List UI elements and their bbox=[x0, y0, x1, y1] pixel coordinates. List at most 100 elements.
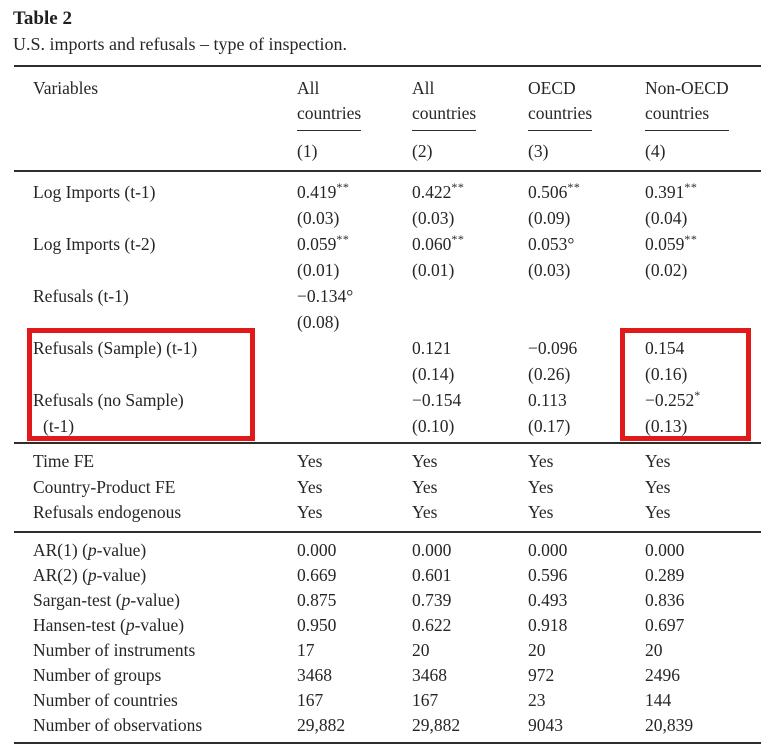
label-pre: Hansen-test ( bbox=[33, 614, 126, 635]
row-label: Refusals endogenous bbox=[33, 502, 182, 522]
cell-se: (0.08) bbox=[297, 312, 340, 332]
cell-se: (0.03) bbox=[297, 208, 340, 228]
coef-text: 0.422 bbox=[412, 182, 452, 202]
cell-value: 0.060** bbox=[412, 231, 528, 257]
cell-value: 0.419** bbox=[297, 179, 412, 205]
table-title: Table 2 bbox=[13, 8, 72, 29]
column-name-line1: Non-OECD bbox=[645, 78, 729, 98]
cell-value: 9043 bbox=[528, 714, 563, 735]
row-label: Refusals (Sample) (t-1) bbox=[33, 338, 198, 358]
cell-value: 0.059** bbox=[645, 231, 761, 257]
row-label: Hansen-test (p-value) bbox=[33, 613, 297, 638]
cell-value: Yes bbox=[645, 502, 671, 522]
column-name-line2: countries bbox=[528, 103, 593, 123]
statistics-section: AR(1) (p-value) 0.000 0.000 0.000 0.000 … bbox=[33, 533, 761, 742]
cell-se: (0.17) bbox=[528, 416, 571, 436]
column-name-line2: countries bbox=[645, 103, 710, 123]
cell-value: 29,882 bbox=[297, 714, 346, 735]
cell-se: (0.13) bbox=[645, 416, 688, 436]
cell-value: Yes bbox=[297, 451, 323, 471]
row-label: Number of countries bbox=[33, 688, 297, 713]
cell-value bbox=[645, 283, 761, 309]
cell-value: −0.252* bbox=[645, 387, 761, 413]
coefficients-section: Log Imports (t-1) 0.419** 0.422** 0.506*… bbox=[33, 172, 761, 442]
cell-value: 0.121 bbox=[412, 335, 528, 361]
column-name-line1: All bbox=[412, 78, 435, 98]
cell-se: (0.26) bbox=[528, 364, 571, 384]
row-label: Refusals (no Sample) bbox=[33, 390, 184, 410]
cell-value: 17 bbox=[297, 639, 315, 660]
cell-se: (0.16) bbox=[645, 364, 688, 384]
coef-text: 0.419 bbox=[297, 182, 337, 202]
column-name: Non-OECD countries bbox=[645, 76, 729, 131]
cell-value bbox=[528, 283, 645, 309]
column-number: (4) bbox=[645, 141, 666, 161]
cell-value: 3468 bbox=[297, 664, 332, 685]
significance-marker: ** bbox=[451, 180, 465, 195]
cell-se: (0.04) bbox=[645, 208, 688, 228]
cell-value: −0.096 bbox=[528, 335, 645, 361]
column-header-variables: Variables bbox=[33, 78, 99, 98]
column-name: All countries bbox=[412, 76, 477, 131]
cell-se: (0.03) bbox=[412, 208, 455, 228]
row-label: Sargan-test (p-value) bbox=[33, 588, 297, 613]
cell-value: 0.697 bbox=[645, 614, 685, 635]
cell-value: Yes bbox=[645, 451, 671, 471]
row-label-cont bbox=[33, 361, 297, 387]
label-post: -value) bbox=[130, 589, 180, 610]
column-header-3: OECD countries (3) bbox=[528, 76, 645, 164]
cell-value: 0.000 bbox=[412, 539, 452, 560]
row-label: Refusals (t-1) bbox=[33, 286, 129, 306]
divider-fe bbox=[14, 442, 761, 444]
significance-marker: ** bbox=[684, 232, 698, 247]
column-header-4: Non-OECD countries (4) bbox=[645, 76, 761, 164]
cell-value: 0.000 bbox=[645, 539, 685, 560]
coef-text: 0.391 bbox=[645, 182, 685, 202]
cell-value: 0.918 bbox=[528, 614, 568, 635]
label-pre: Number of instruments bbox=[33, 639, 196, 660]
cell-value: 0.154 bbox=[645, 335, 761, 361]
cell-value: Yes bbox=[528, 502, 554, 522]
label-pre: Number of countries bbox=[33, 689, 178, 710]
row-label: Log Imports (t-2) bbox=[33, 234, 156, 254]
cell-se bbox=[297, 413, 412, 439]
row-label: Number of groups bbox=[33, 663, 297, 688]
cell-value: 0.506** bbox=[528, 179, 645, 205]
cell-value: 167 bbox=[412, 689, 439, 710]
column-number: (2) bbox=[412, 141, 433, 161]
coef-text: 0.059 bbox=[297, 234, 337, 254]
cell-se: (0.01) bbox=[297, 260, 340, 280]
cell-value: 0.950 bbox=[297, 614, 337, 635]
column-name-line1: All bbox=[297, 78, 320, 98]
cell-value: 0.836 bbox=[645, 589, 685, 610]
row-label: Log Imports (t-1) bbox=[33, 182, 156, 202]
label-post: -value) bbox=[96, 564, 147, 585]
cell-value bbox=[297, 387, 412, 413]
row-label: Number of instruments bbox=[33, 638, 297, 663]
cell-value: 20 bbox=[645, 639, 663, 660]
cell-value: 29,882 bbox=[412, 714, 461, 735]
significance-marker: ** bbox=[684, 180, 698, 195]
cell-value: Yes bbox=[412, 451, 438, 471]
label-post: -value) bbox=[134, 614, 185, 635]
cell-value: 167 bbox=[297, 689, 324, 710]
cell-value: 2496 bbox=[645, 664, 680, 685]
label-pre: AR(1) ( bbox=[33, 539, 88, 560]
column-number: (1) bbox=[297, 141, 318, 161]
cell-value: Yes bbox=[297, 476, 323, 497]
significance-marker: ** bbox=[451, 232, 465, 247]
significance-marker: ** bbox=[336, 180, 350, 195]
cell-value: 0.053° bbox=[528, 231, 645, 257]
divider-bottom bbox=[14, 741, 761, 744]
label-italic: p bbox=[87, 539, 97, 560]
cell-se bbox=[412, 309, 528, 335]
cell-value: 0.622 bbox=[412, 614, 452, 635]
row-label: AR(2) (p-value) bbox=[33, 563, 297, 588]
cell-value: 0.000 bbox=[297, 539, 337, 560]
label-pre: Number of groups bbox=[33, 664, 162, 685]
column-header-2: All countries (2) bbox=[412, 76, 528, 164]
cell-value: 0.669 bbox=[297, 564, 337, 585]
row-label-cont bbox=[33, 309, 297, 335]
column-name: All countries bbox=[297, 76, 362, 131]
